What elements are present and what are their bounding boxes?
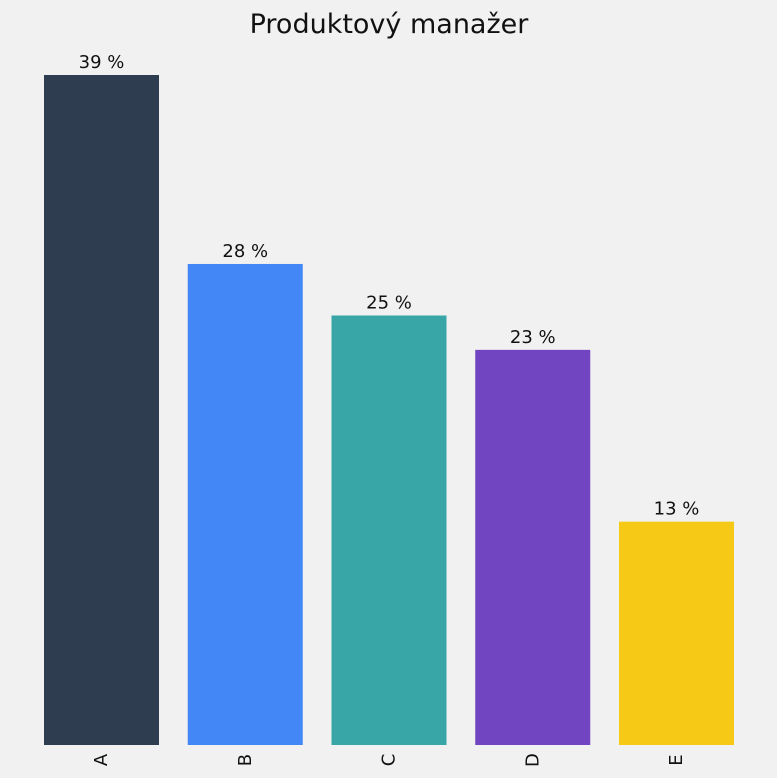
x-tick-label-b: B xyxy=(235,754,256,766)
data-label-d: 23 % xyxy=(510,327,556,348)
bar-e xyxy=(619,521,734,745)
x-tick-label-e: E xyxy=(666,754,687,765)
data-label-e: 13 % xyxy=(654,499,700,520)
bar-d xyxy=(475,349,591,745)
bar-a xyxy=(44,75,159,745)
x-tick-label-a: A xyxy=(91,753,112,766)
data-label-c: 25 % xyxy=(366,293,412,314)
x-tick-labels-group: A B C D E xyxy=(91,753,687,767)
bars-group xyxy=(44,75,734,745)
bar-b xyxy=(187,263,303,745)
data-label-a: 39 % xyxy=(79,52,125,73)
data-labels-group: 39 % 28 % 25 % 23 % 13 % xyxy=(79,52,700,520)
chart-title: Produktový manažer xyxy=(250,9,530,40)
x-tick-label-d: D xyxy=(522,753,543,767)
bar-c xyxy=(331,315,447,745)
data-label-b: 28 % xyxy=(222,241,268,262)
x-tick-label-c: C xyxy=(379,754,400,767)
